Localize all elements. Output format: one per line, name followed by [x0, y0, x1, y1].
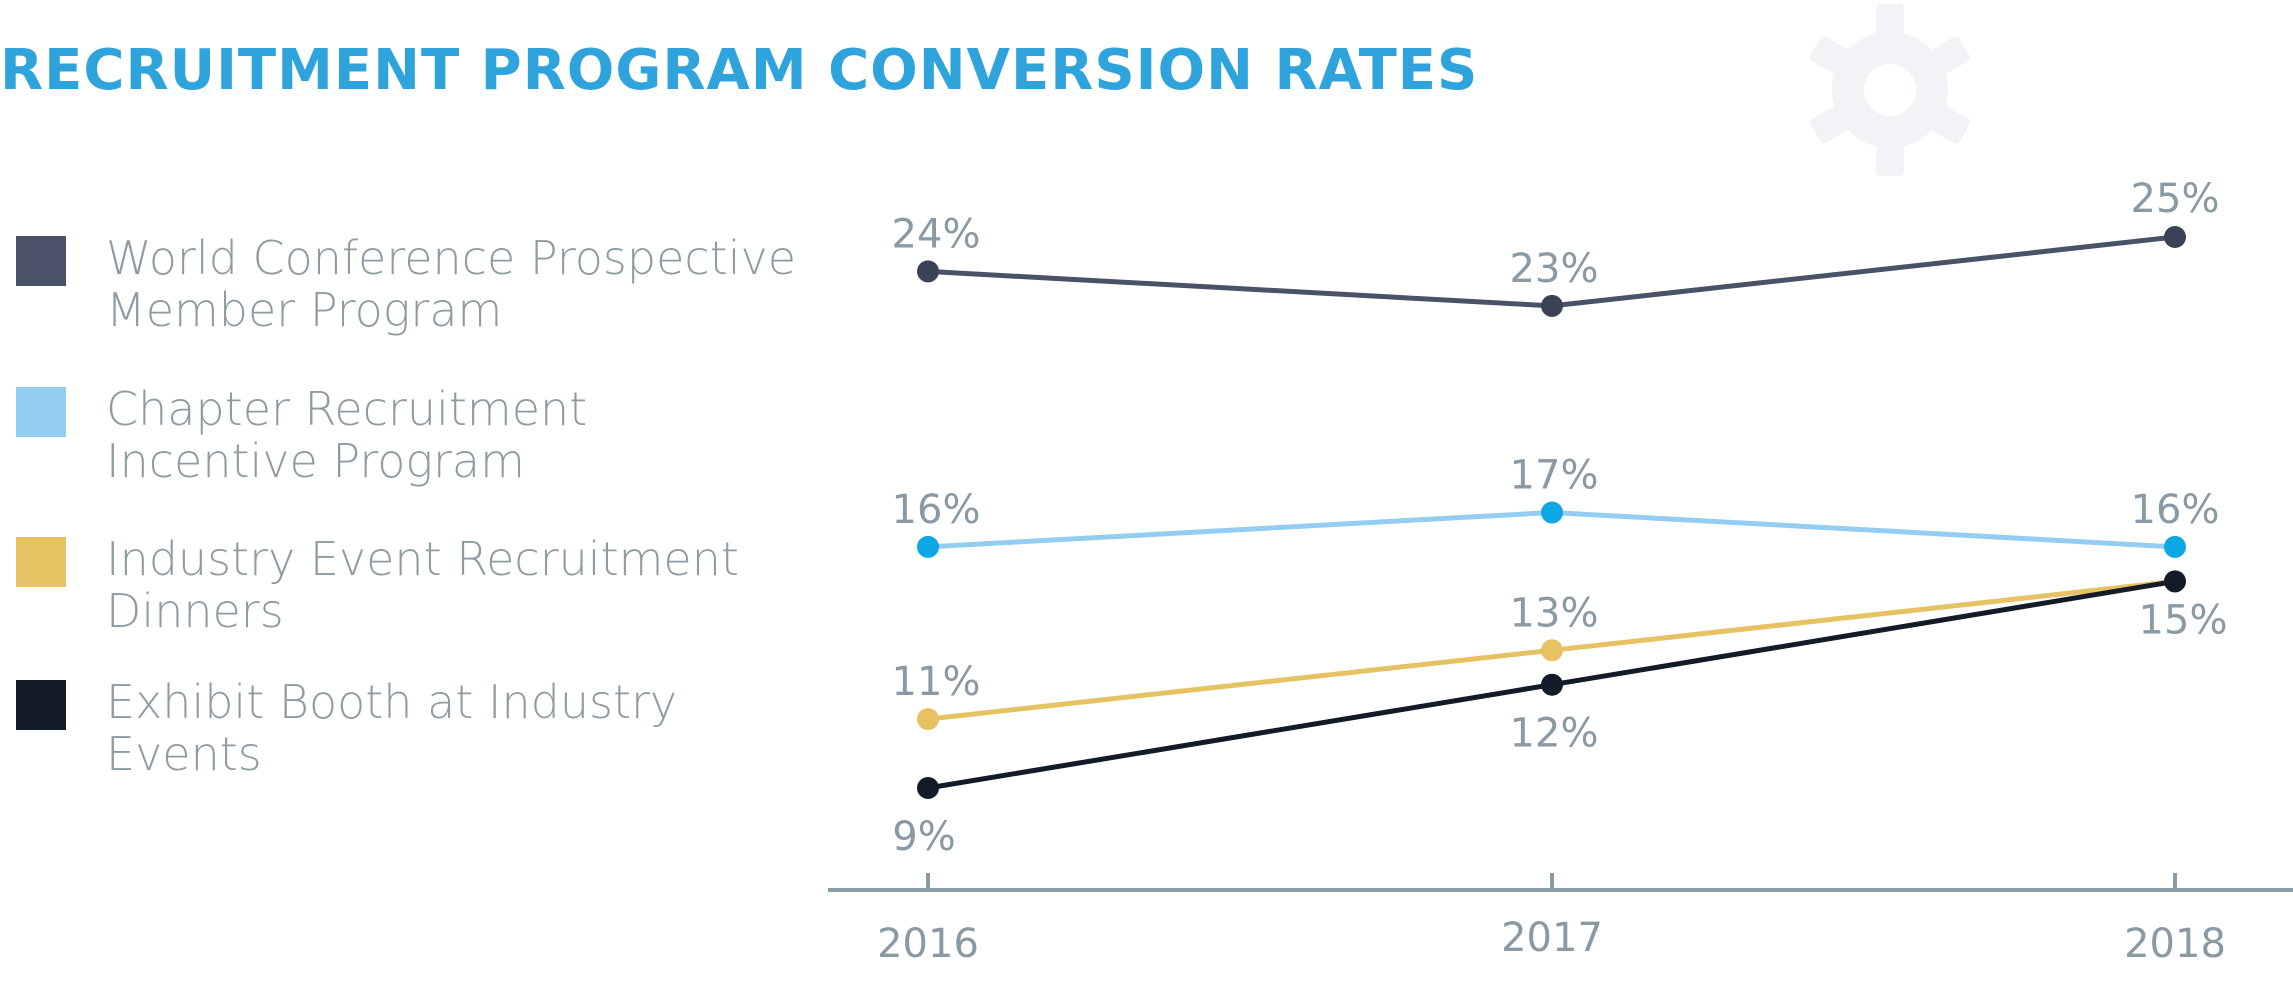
legend-label: Industry Event Recruitment Dinners	[106, 532, 739, 638]
data-point	[917, 535, 939, 558]
data-label: 25%	[2131, 176, 2220, 222]
data-label: 23%	[1510, 246, 1599, 292]
data-label: 15%	[2139, 597, 2228, 643]
gear-icon	[1809, 4, 1971, 176]
data-label: 16%	[892, 487, 981, 533]
x-tick-label: 2016	[877, 921, 979, 967]
data-label: 12%	[1510, 711, 1599, 757]
x-tick-label: 2018	[2124, 921, 2226, 967]
legend-swatch	[16, 236, 66, 286]
legend-swatch	[16, 537, 66, 587]
data-label: 24%	[892, 211, 981, 257]
data-point	[917, 777, 939, 799]
legend-swatch	[16, 387, 66, 437]
data-point	[2164, 570, 2186, 593]
data-point	[1541, 639, 1563, 662]
data-label: 13%	[1510, 590, 1599, 636]
legend-label: World Conference Prospective Member Prog…	[106, 231, 796, 337]
data-label: 16%	[2131, 487, 2220, 533]
chart-title: RECRUITMENT PROGRAM CONVERSION RATES	[0, 38, 1479, 103]
data-label: 17%	[1510, 453, 1599, 499]
data-point	[917, 260, 939, 283]
data-point	[1541, 673, 1563, 696]
x-tick-label: 2017	[1501, 915, 1603, 961]
data-label: 9%	[892, 814, 955, 860]
legend-swatch	[16, 680, 66, 730]
data-point	[1541, 501, 1563, 524]
data-point	[2164, 226, 2186, 248]
legend-label: Chapter Recruitment Incentive Program	[106, 382, 588, 488]
data-point	[1541, 294, 1563, 317]
data-label: 11%	[892, 659, 981, 705]
data-point	[917, 708, 939, 731]
data-point	[2164, 535, 2186, 558]
legend-label: Exhibit Booth at Industry Events	[106, 675, 678, 781]
